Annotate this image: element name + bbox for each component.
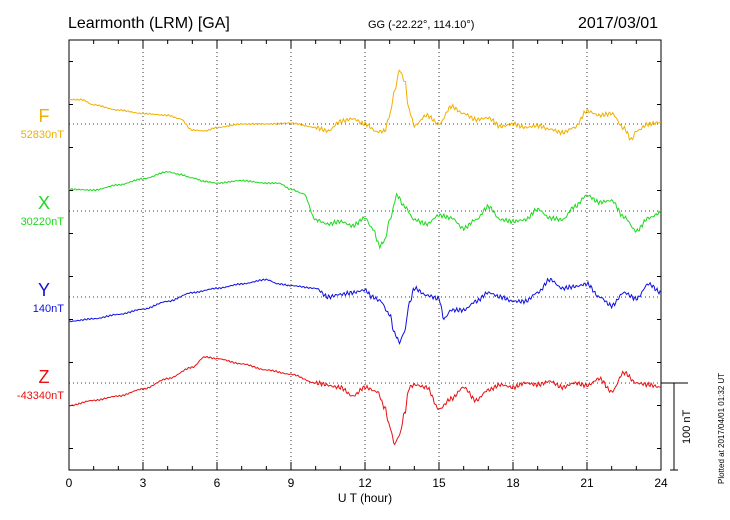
x-tick-label: 18 xyxy=(506,476,520,490)
channel-name-z: Z xyxy=(39,367,50,387)
channel-name-x: X xyxy=(38,193,50,213)
x-tick-label: 12 xyxy=(358,476,372,490)
coords-label: GG (-22.22°, 114.10°) xyxy=(368,19,474,31)
channel-baseline-f: 52830nT xyxy=(21,129,65,141)
x-tick-label: 24 xyxy=(654,476,668,490)
trace-z xyxy=(68,355,662,446)
trace-f xyxy=(68,69,661,141)
grid-lines xyxy=(69,40,661,470)
x-tick-label: 0 xyxy=(66,476,73,490)
x-tick-labels: 0 3 6 9 12 15 18 21 24 xyxy=(66,476,668,490)
x-tick-label: 3 xyxy=(140,476,147,490)
trace-y xyxy=(68,277,662,346)
x-axis-label: U T (hour) xyxy=(338,491,392,505)
channel-baseline-z: -43340nT xyxy=(17,390,64,402)
plotted-timestamp: Plotted at 2017/04/01 01:32 UT xyxy=(717,373,726,484)
channel-baseline-x: 30220nT xyxy=(21,216,65,228)
x-tick-label: 21 xyxy=(580,476,594,490)
scale-bar-label: 100 nT xyxy=(681,409,693,444)
trace-x xyxy=(68,171,662,250)
axis-ticks xyxy=(68,40,662,470)
x-tick-label: 15 xyxy=(432,476,446,490)
traces xyxy=(68,69,662,446)
scale-bar: 100 nT xyxy=(661,382,693,471)
x-tick-label: 6 xyxy=(214,476,221,490)
date-label: 2017/03/01 xyxy=(578,15,658,32)
x-tick-label: 9 xyxy=(288,476,295,490)
channel-name-f: F xyxy=(39,106,50,126)
channel-name-y: Y xyxy=(38,280,50,300)
channel-labels: F 52830nT X 30220nT Y 140nT Z -43340nT xyxy=(17,106,64,402)
channel-baseline-y: 140nT xyxy=(33,303,64,315)
station-title: Learmonth (LRM) [GA] xyxy=(68,15,230,32)
